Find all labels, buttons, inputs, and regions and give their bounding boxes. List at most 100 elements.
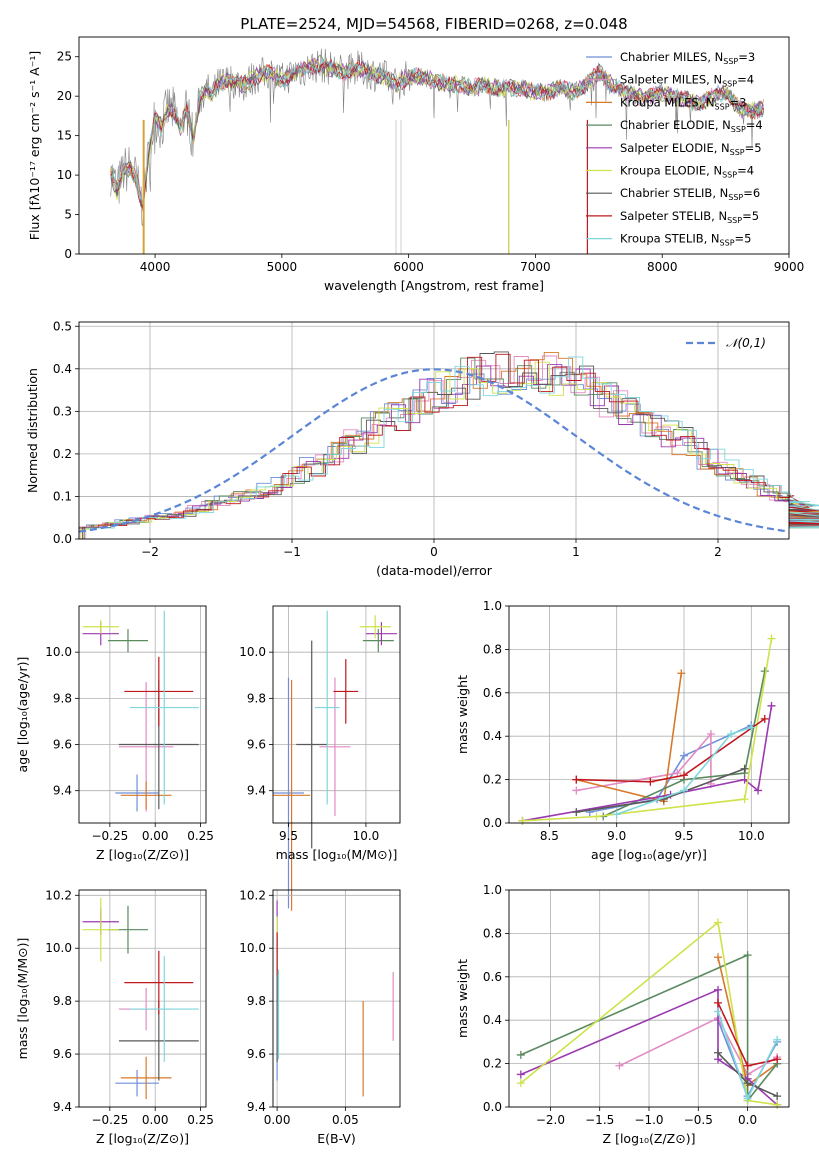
x-axis-label: Z [log₁₀(Z/Z⊙)] <box>96 847 189 862</box>
x-tick-label: 0.00 <box>142 1113 169 1127</box>
x-tick-label: 0 <box>430 545 438 559</box>
x-tick-label: −0.25 <box>91 1113 128 1127</box>
weight-point-marker <box>714 1007 723 1016</box>
y-tick-label: 0.1 <box>53 489 72 503</box>
y-tick-label: 15 <box>57 129 72 143</box>
y-tick-label: 0.2 <box>483 773 502 787</box>
weight-point-marker <box>760 667 769 676</box>
weight-series-line <box>522 638 773 822</box>
weight-point-marker <box>760 714 769 723</box>
y-tick-label: 25 <box>57 50 72 64</box>
x-tick-label: 0.25 <box>187 829 214 843</box>
x-axis-label: mass [log₁₀(M/M⊙)] <box>276 847 398 862</box>
gaussian-curve <box>78 368 790 533</box>
y-tick-label: 0 <box>64 247 72 261</box>
weight-point-marker <box>743 1079 752 1088</box>
axes-frame <box>78 605 207 824</box>
x-tick-label: −1.5 <box>585 1113 614 1127</box>
weight-series-line <box>520 953 778 1103</box>
legend-subscript: SSP <box>730 148 745 157</box>
weight-point-marker <box>706 730 715 739</box>
y-tick-label: 0.4 <box>53 362 72 376</box>
legend-label: Kroupa STELIB, NSSP=5 <box>620 232 751 248</box>
x-tick-label: 2 <box>714 545 722 559</box>
y-tick-label: 9.6 <box>53 738 72 752</box>
x-tick-label: 10.0 <box>353 829 380 843</box>
y-tick-label: 10.2 <box>45 888 72 902</box>
mass-vs-EBV-frame: 0.00 0.05 9.4 9.6 9.8 10.0 10.2 E(B-V) <box>239 888 401 1146</box>
legend-subscript: SSP <box>722 171 737 180</box>
y-tick-label: 0.0 <box>53 532 72 546</box>
x-tick-label: 7000 <box>520 260 551 274</box>
x-tick-label: 0.00 <box>264 1113 291 1127</box>
y-tick-label: 0.8 <box>483 642 502 656</box>
x-tick-label: 6000 <box>393 260 424 274</box>
spectrum-legend: Chabrier MILES, NSSP=3 Salpeter MILES, NS… <box>586 50 763 248</box>
legend-value: =4 <box>737 164 754 178</box>
y-tick-label: 0.5 <box>53 319 72 333</box>
weight-series-line <box>616 726 752 816</box>
y-axis-label: Flux [fλ10⁻¹⁷ erg cm⁻² s⁻¹ A⁻¹] <box>27 51 42 240</box>
y-tick-label: 0.0 <box>483 1100 502 1114</box>
legend-value: =4 <box>737 73 754 87</box>
residual-histogram <box>78 366 819 539</box>
y-tick-label: 0.6 <box>483 970 502 984</box>
y-tick-label: 9.4 <box>247 1100 266 1114</box>
weight-vs-Z-plot <box>516 918 782 1109</box>
y-axis-label: mass [log₁₀(M/M⊙)] <box>15 938 30 1060</box>
y-tick-label: 20 <box>57 89 72 103</box>
weight-point-marker <box>743 1061 752 1070</box>
y-tick-label: 10.2 <box>239 888 266 902</box>
weight-point-marker <box>773 1092 782 1101</box>
y-axis-label: Normed distribution <box>25 368 40 493</box>
y-axis-label: mass weight <box>455 675 470 754</box>
axes-frame <box>272 605 401 824</box>
weight-point-marker <box>743 1094 752 1103</box>
weight-point-marker <box>592 812 601 821</box>
weight-point-marker <box>740 795 749 804</box>
legend-label: Chabrier ELODIE, NSSP=4 <box>620 118 763 134</box>
y-tick-label: 9.8 <box>247 994 266 1008</box>
legend-label: Chabrier STELIB, NSSP=6 <box>620 186 760 202</box>
weight-series-line <box>576 718 766 783</box>
y-tick-label: 1.0 <box>483 599 502 613</box>
weight-point-marker <box>516 1070 525 1079</box>
y-tick-label: 9.6 <box>247 1047 266 1061</box>
x-axis-label: Z [log₁₀(Z/Z⊙)] <box>96 1131 189 1146</box>
y-axis-label: age [log₁₀(age/yr)] <box>15 657 30 773</box>
y-tick-label: 5 <box>64 208 72 222</box>
x-tick-label: 1 <box>572 545 580 559</box>
weight-point-marker <box>680 751 688 760</box>
legend-label: Salpeter MILES, NSSP=4 <box>620 73 754 89</box>
weight-vs-age-frame: 8.5 9.0 9.5 10.0 0.0 0.2 0.4 0.6 0.8 1.0 age [log₁… <box>455 599 790 862</box>
y-tick-label: 0.2 <box>53 447 72 461</box>
legend-subscript: SSP <box>723 57 738 66</box>
weight-point-marker <box>714 1048 723 1057</box>
legend-subscript: SSP <box>715 102 730 111</box>
legend-value: =5 <box>735 232 752 246</box>
weight-point-marker <box>773 1055 782 1064</box>
y-tick-label: 0.4 <box>483 729 502 743</box>
weight-point-marker <box>615 1061 624 1070</box>
legend-value: =5 <box>742 209 759 223</box>
mass-vs-EBV-plot <box>276 900 394 1097</box>
x-tick-label: −1.0 <box>634 1113 663 1127</box>
age-vs-Z-axes <box>79 606 206 823</box>
x-tick-label: 9.5 <box>279 829 298 843</box>
age-vs-mass-plot <box>273 610 397 911</box>
axes-frame <box>78 36 790 255</box>
weight-series-line <box>619 1016 778 1076</box>
x-tick-label: 9.0 <box>607 829 626 843</box>
weight-series-line <box>602 670 766 818</box>
weight-point-marker <box>680 771 688 780</box>
x-tick-label: 4000 <box>140 260 171 274</box>
weight-point-marker <box>727 730 736 739</box>
weight-point-marker <box>754 786 763 795</box>
y-tick-label: 9.8 <box>247 691 266 705</box>
legend-subscript: SSP <box>722 80 737 89</box>
legend-label: Kroupa ELODIE, NSSP=4 <box>620 164 754 180</box>
x-tick-label: 9.5 <box>674 829 693 843</box>
legend-subscript: SSP <box>720 239 735 248</box>
model-spectrum-line <box>110 58 764 207</box>
x-tick-label: 8.5 <box>540 829 559 843</box>
